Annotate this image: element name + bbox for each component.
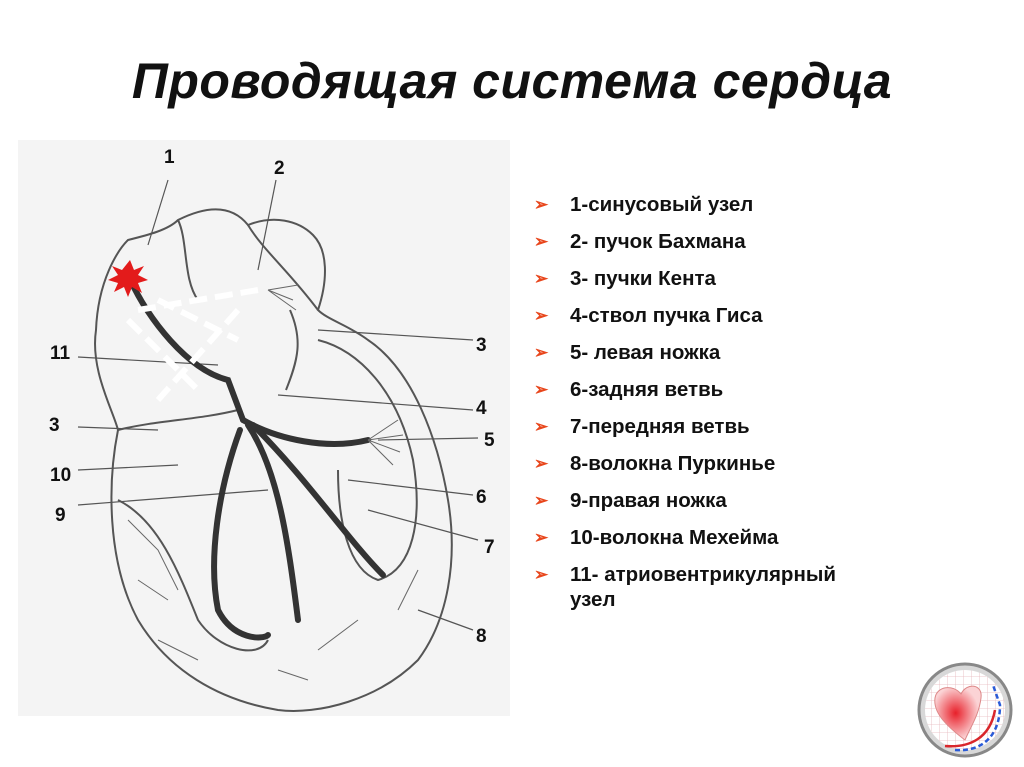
legend-item: ➢ 2- пучок Бахмана bbox=[534, 223, 836, 260]
legend-item: ➢ 7-передняя ветвь bbox=[534, 408, 836, 445]
label-2: 2 bbox=[274, 158, 285, 179]
legend-item: ➢ 11- атриовентрикулярный узел bbox=[534, 556, 836, 613]
heart-conduction-diagram: 1 2 11 3 10 9 3 4 5 6 7 8 bbox=[18, 140, 510, 716]
heart-cardiogram-logo-icon bbox=[915, 660, 1015, 760]
label-11: 11 bbox=[50, 343, 71, 364]
legend-item: ➢ 3- пучки Кента bbox=[534, 260, 836, 297]
legend-item: ➢ 10-волокна Мехейма bbox=[534, 519, 836, 556]
label-1: 1 bbox=[164, 147, 175, 168]
legend-item: ➢ 1-синусовый узел bbox=[534, 186, 836, 223]
label-6: 6 bbox=[476, 487, 487, 508]
slide-title: Проводящая система сердца bbox=[131, 53, 893, 109]
label-9: 9 bbox=[55, 505, 66, 526]
legend-item: ➢ 4-ствол пучка Гиса bbox=[534, 297, 836, 334]
arrow-bullet-icon: ➢ bbox=[534, 454, 549, 473]
label-3-right: 3 bbox=[476, 335, 487, 356]
legend-item: ➢ 5- левая ножка bbox=[534, 334, 836, 371]
label-7: 7 bbox=[484, 537, 495, 558]
arrow-bullet-icon: ➢ bbox=[534, 565, 549, 584]
arrow-bullet-icon: ➢ bbox=[534, 343, 549, 362]
legend-item: ➢ 9-правая ножка bbox=[534, 482, 836, 519]
label-3-left: 3 bbox=[49, 415, 60, 436]
arrow-bullet-icon: ➢ bbox=[534, 380, 549, 399]
label-8: 8 bbox=[476, 626, 487, 647]
label-5: 5 bbox=[484, 430, 495, 451]
heart-drawing bbox=[77, 179, 479, 712]
arrow-bullet-icon: ➢ bbox=[534, 491, 549, 510]
sinus-node-marker bbox=[108, 260, 148, 297]
arrow-bullet-icon: ➢ bbox=[534, 528, 549, 547]
arrow-bullet-icon: ➢ bbox=[534, 417, 549, 436]
arrow-bullet-icon: ➢ bbox=[534, 195, 549, 214]
legend-list: ➢ 1-синусовый узел ➢ 2- пучок Бахмана ➢ 3- … bbox=[534, 186, 836, 613]
label-4: 4 bbox=[476, 398, 487, 419]
arrow-bullet-icon: ➢ bbox=[534, 306, 549, 325]
label-10: 10 bbox=[50, 465, 72, 486]
arrow-bullet-icon: ➢ bbox=[534, 269, 549, 288]
legend-item: ➢ 6-задняя ветвь bbox=[534, 371, 836, 408]
arrow-bullet-icon: ➢ bbox=[534, 232, 549, 251]
legend-item: ➢ 8-волокна Пуркинье bbox=[534, 445, 836, 482]
